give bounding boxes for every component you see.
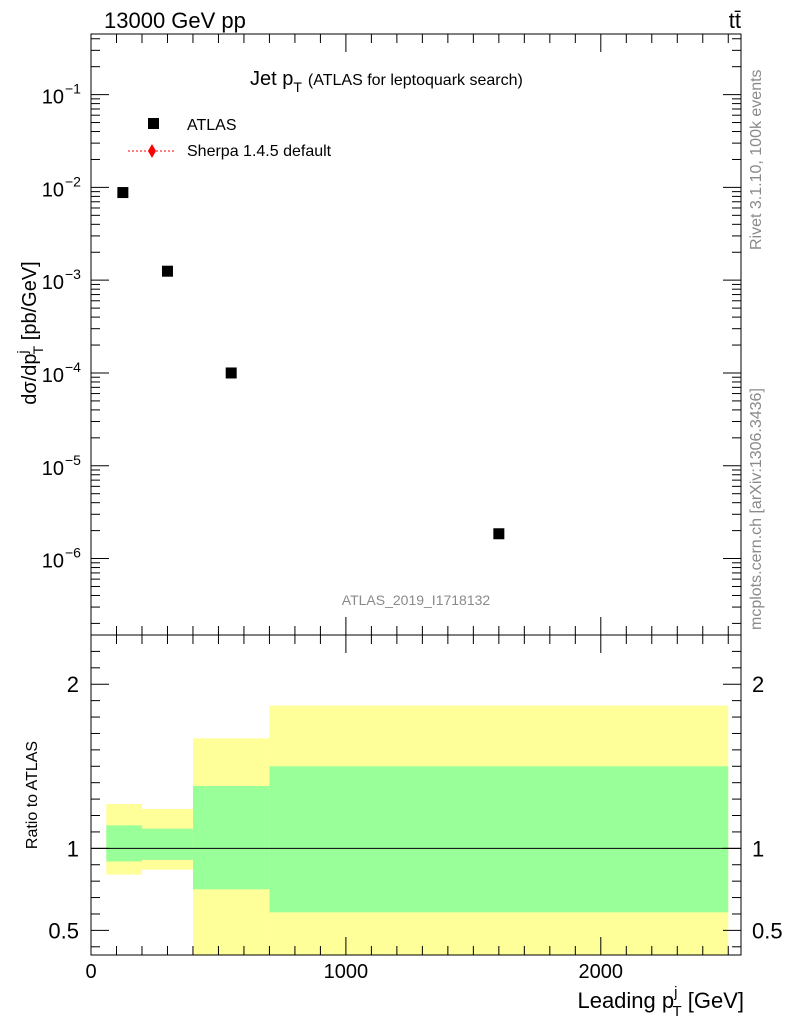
plot-title: Jet pT (ATLAS for leptoquark search) bbox=[250, 68, 523, 95]
main-y-tick-label: 10 bbox=[42, 179, 64, 201]
ratio-y-axis-ticks bbox=[91, 650, 741, 948]
energy-label: 13000 GeV pp bbox=[104, 8, 246, 33]
legend: ATLAS Sherpa 1.4.5 default bbox=[128, 117, 332, 160]
ratio-y-tick-label: 1 bbox=[67, 836, 79, 861]
rivet-label: Rivet 3.1.10, 100k events bbox=[748, 69, 765, 250]
legend-sherpa-marker bbox=[148, 144, 156, 158]
atlas-data-points bbox=[117, 187, 505, 540]
x-axis-label: Leading pj T [GeV] bbox=[577, 984, 744, 1020]
main-y-tick-exponent: −4 bbox=[65, 359, 81, 375]
main-y-tick-exponent: −2 bbox=[65, 173, 81, 189]
ratio-y-tick-label: 0.5 bbox=[48, 918, 79, 943]
ratio-inner-band bbox=[141, 828, 193, 860]
x-axis-tick-labels: 0 1000 2000 bbox=[85, 961, 623, 983]
ratio-y-tick-label: 2 bbox=[67, 672, 79, 697]
ratio-inner-band bbox=[269, 766, 729, 913]
ratio-y-tick-label-right: 0.5 bbox=[752, 918, 783, 943]
main-y-tick-exponent: −6 bbox=[65, 545, 81, 561]
ratio-plot-frame bbox=[90, 634, 742, 956]
mcplots-label: mcplots.cern.ch [arXiv:1306.3436] bbox=[748, 388, 765, 630]
legend-atlas-marker bbox=[148, 118, 159, 129]
process-label: tt̄ bbox=[729, 8, 741, 33]
main-plot-panel: 10−110−210−310−410−510−6 Jet pT (ATLAS fo… bbox=[14, 33, 742, 636]
ratio-inner-band bbox=[192, 785, 270, 890]
ratio-y-axis-tick-labels: 0.5 0.5 1 1 2 2 bbox=[48, 672, 782, 943]
main-y-tick-label: 10 bbox=[42, 365, 64, 387]
ratio-inner-band bbox=[106, 825, 142, 862]
main-y-axis-ticks bbox=[91, 38, 741, 624]
legend-sherpa-label: Sherpa 1.4.5 default bbox=[187, 143, 332, 160]
main-y-tick-exponent: −3 bbox=[65, 266, 81, 282]
main-y-axis-tick-labels: 10−110−210−310−410−510−6 bbox=[42, 81, 81, 573]
ratio-x-axis-ticks bbox=[90, 635, 729, 955]
main-y-tick-label: 10 bbox=[42, 87, 64, 109]
x-tick-label: 0 bbox=[85, 961, 96, 983]
ratio-plot-panel: 0.5 0.5 1 1 2 2 0 1000 2000 Ratio to ATLAS Lead… bbox=[24, 634, 783, 1020]
legend-atlas-label: ATLAS bbox=[187, 117, 237, 134]
main-y-tick-label: 10 bbox=[42, 551, 64, 573]
x-tick-label: 1000 bbox=[324, 961, 369, 983]
atlas-data-point bbox=[117, 187, 129, 199]
ratio-y-axis-label: Ratio to ATLAS bbox=[24, 741, 41, 849]
main-y-tick-label: 10 bbox=[42, 458, 64, 480]
atlas-data-point bbox=[161, 265, 173, 277]
main-y-tick-label: 10 bbox=[42, 272, 64, 294]
main-x-axis-ticks bbox=[90, 34, 729, 635]
analysis-id-label: ATLAS_2019_I1718132 bbox=[342, 592, 491, 608]
ratio-y-tick-label-right: 1 bbox=[752, 836, 764, 861]
main-y-tick-exponent: −1 bbox=[65, 81, 81, 97]
main-y-axis-label: dσ/dpjT [pb/GeV] bbox=[14, 261, 46, 404]
ratio-uncertainty-bands bbox=[106, 705, 729, 955]
x-tick-label: 2000 bbox=[579, 961, 624, 983]
atlas-data-point bbox=[493, 528, 505, 540]
ratio-y-tick-label-right: 2 bbox=[752, 672, 764, 697]
atlas-data-point bbox=[225, 367, 237, 379]
main-y-tick-exponent: −5 bbox=[65, 452, 81, 468]
